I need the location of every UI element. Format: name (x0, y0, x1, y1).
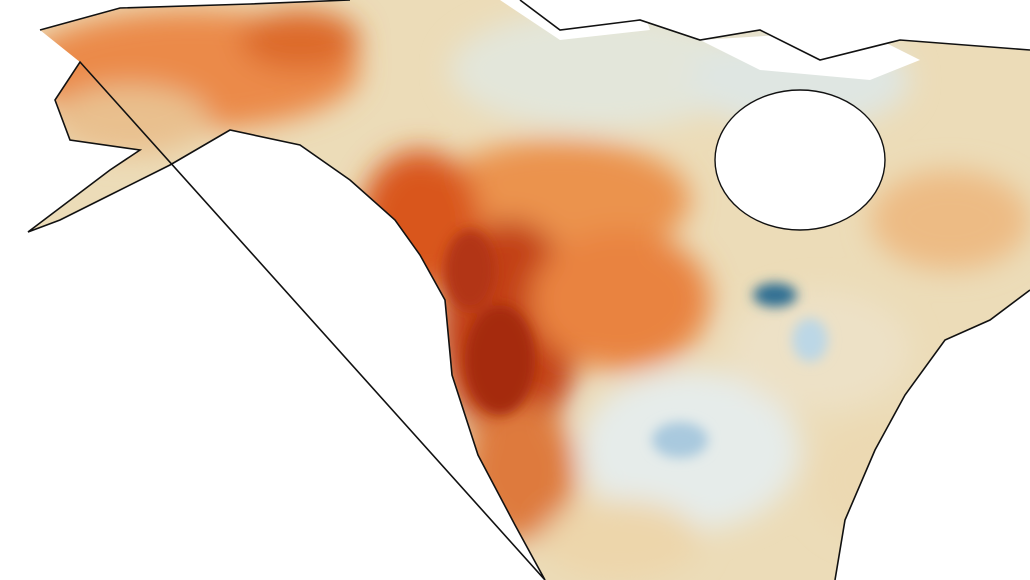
hudson-bay-coast (714, 89, 886, 231)
coastline (27, 0, 1030, 580)
anomaly-extremes (445, 230, 828, 458)
anomaly-fields (28, 10, 1030, 580)
hudson-bay (715, 90, 885, 230)
